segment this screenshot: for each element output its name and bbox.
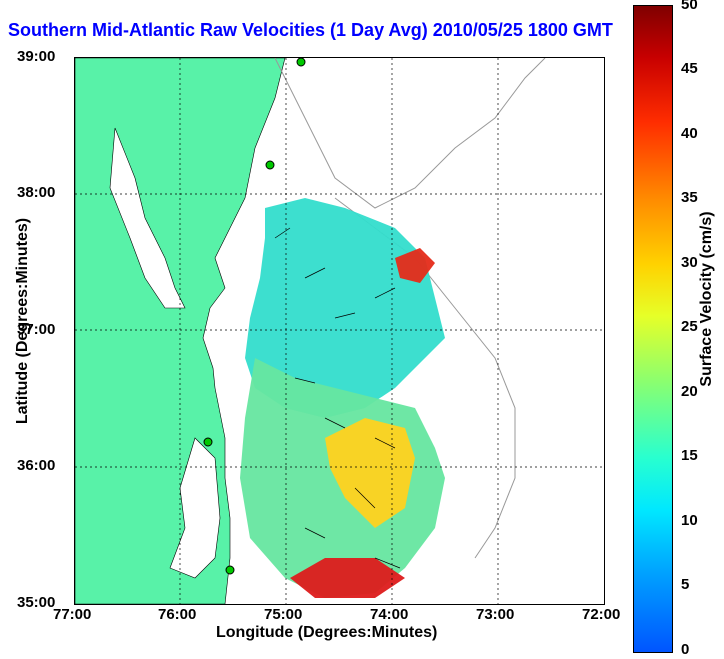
map-plot-area — [74, 57, 605, 605]
y-tick: 39:00 — [17, 48, 56, 65]
colorbar-tick: 50 — [681, 0, 698, 13]
velocity-vectors — [274, 227, 401, 569]
colorbar-tick: 40 — [681, 125, 698, 142]
x-tick: 76:00 — [158, 606, 197, 623]
chesapeake-bay — [109, 127, 186, 309]
colorbar-tick: 45 — [681, 60, 698, 77]
station-marker — [296, 58, 306, 67]
bathymetry-contour — [274, 58, 546, 209]
pamlico-sound — [169, 437, 221, 579]
velocity-field-north — [245, 198, 445, 418]
y-axis-label: Latitude (Degrees:Minutes) — [14, 217, 31, 425]
chart-title: Southern Mid-Atlantic Raw Velocities (1 … — [8, 20, 613, 40]
colorbar-tick: 30 — [681, 254, 698, 271]
y-tick: 36:00 — [17, 457, 56, 474]
station-marker — [203, 437, 213, 447]
colorbar-tick: 25 — [681, 318, 698, 335]
y-tick: 37:00 — [17, 321, 56, 338]
y-tick: 35:00 — [17, 594, 56, 611]
x-tick: 73:00 — [476, 606, 515, 623]
y-tick: 38:00 — [17, 184, 56, 201]
x-axis-label: Longitude (Degrees:Minutes) — [216, 624, 438, 641]
station-marker — [265, 160, 275, 170]
map-svg — [75, 58, 604, 604]
velocity-peak-south — [290, 558, 405, 598]
velocity-hot-core — [325, 418, 415, 528]
colorbar-tick: 35 — [681, 189, 698, 206]
grid-lines — [75, 58, 604, 604]
colorbar-label: Surface Velocity (cm/s) — [698, 211, 715, 387]
colorbar-tick: 0 — [681, 641, 690, 658]
x-tick: 74:00 — [370, 606, 409, 623]
colorbar — [633, 5, 673, 653]
x-tick: 72:00 — [582, 606, 621, 623]
colorbar-tick: 15 — [681, 447, 698, 464]
colorbar-tick: 5 — [681, 576, 690, 593]
x-tick: 75:00 — [264, 606, 303, 623]
colorbar-tick: 20 — [681, 383, 698, 400]
station-marker — [225, 565, 235, 575]
x-tick: 77:00 — [53, 606, 92, 623]
colorbar-tick: 10 — [681, 512, 698, 529]
velocity-peak-north — [395, 248, 435, 283]
